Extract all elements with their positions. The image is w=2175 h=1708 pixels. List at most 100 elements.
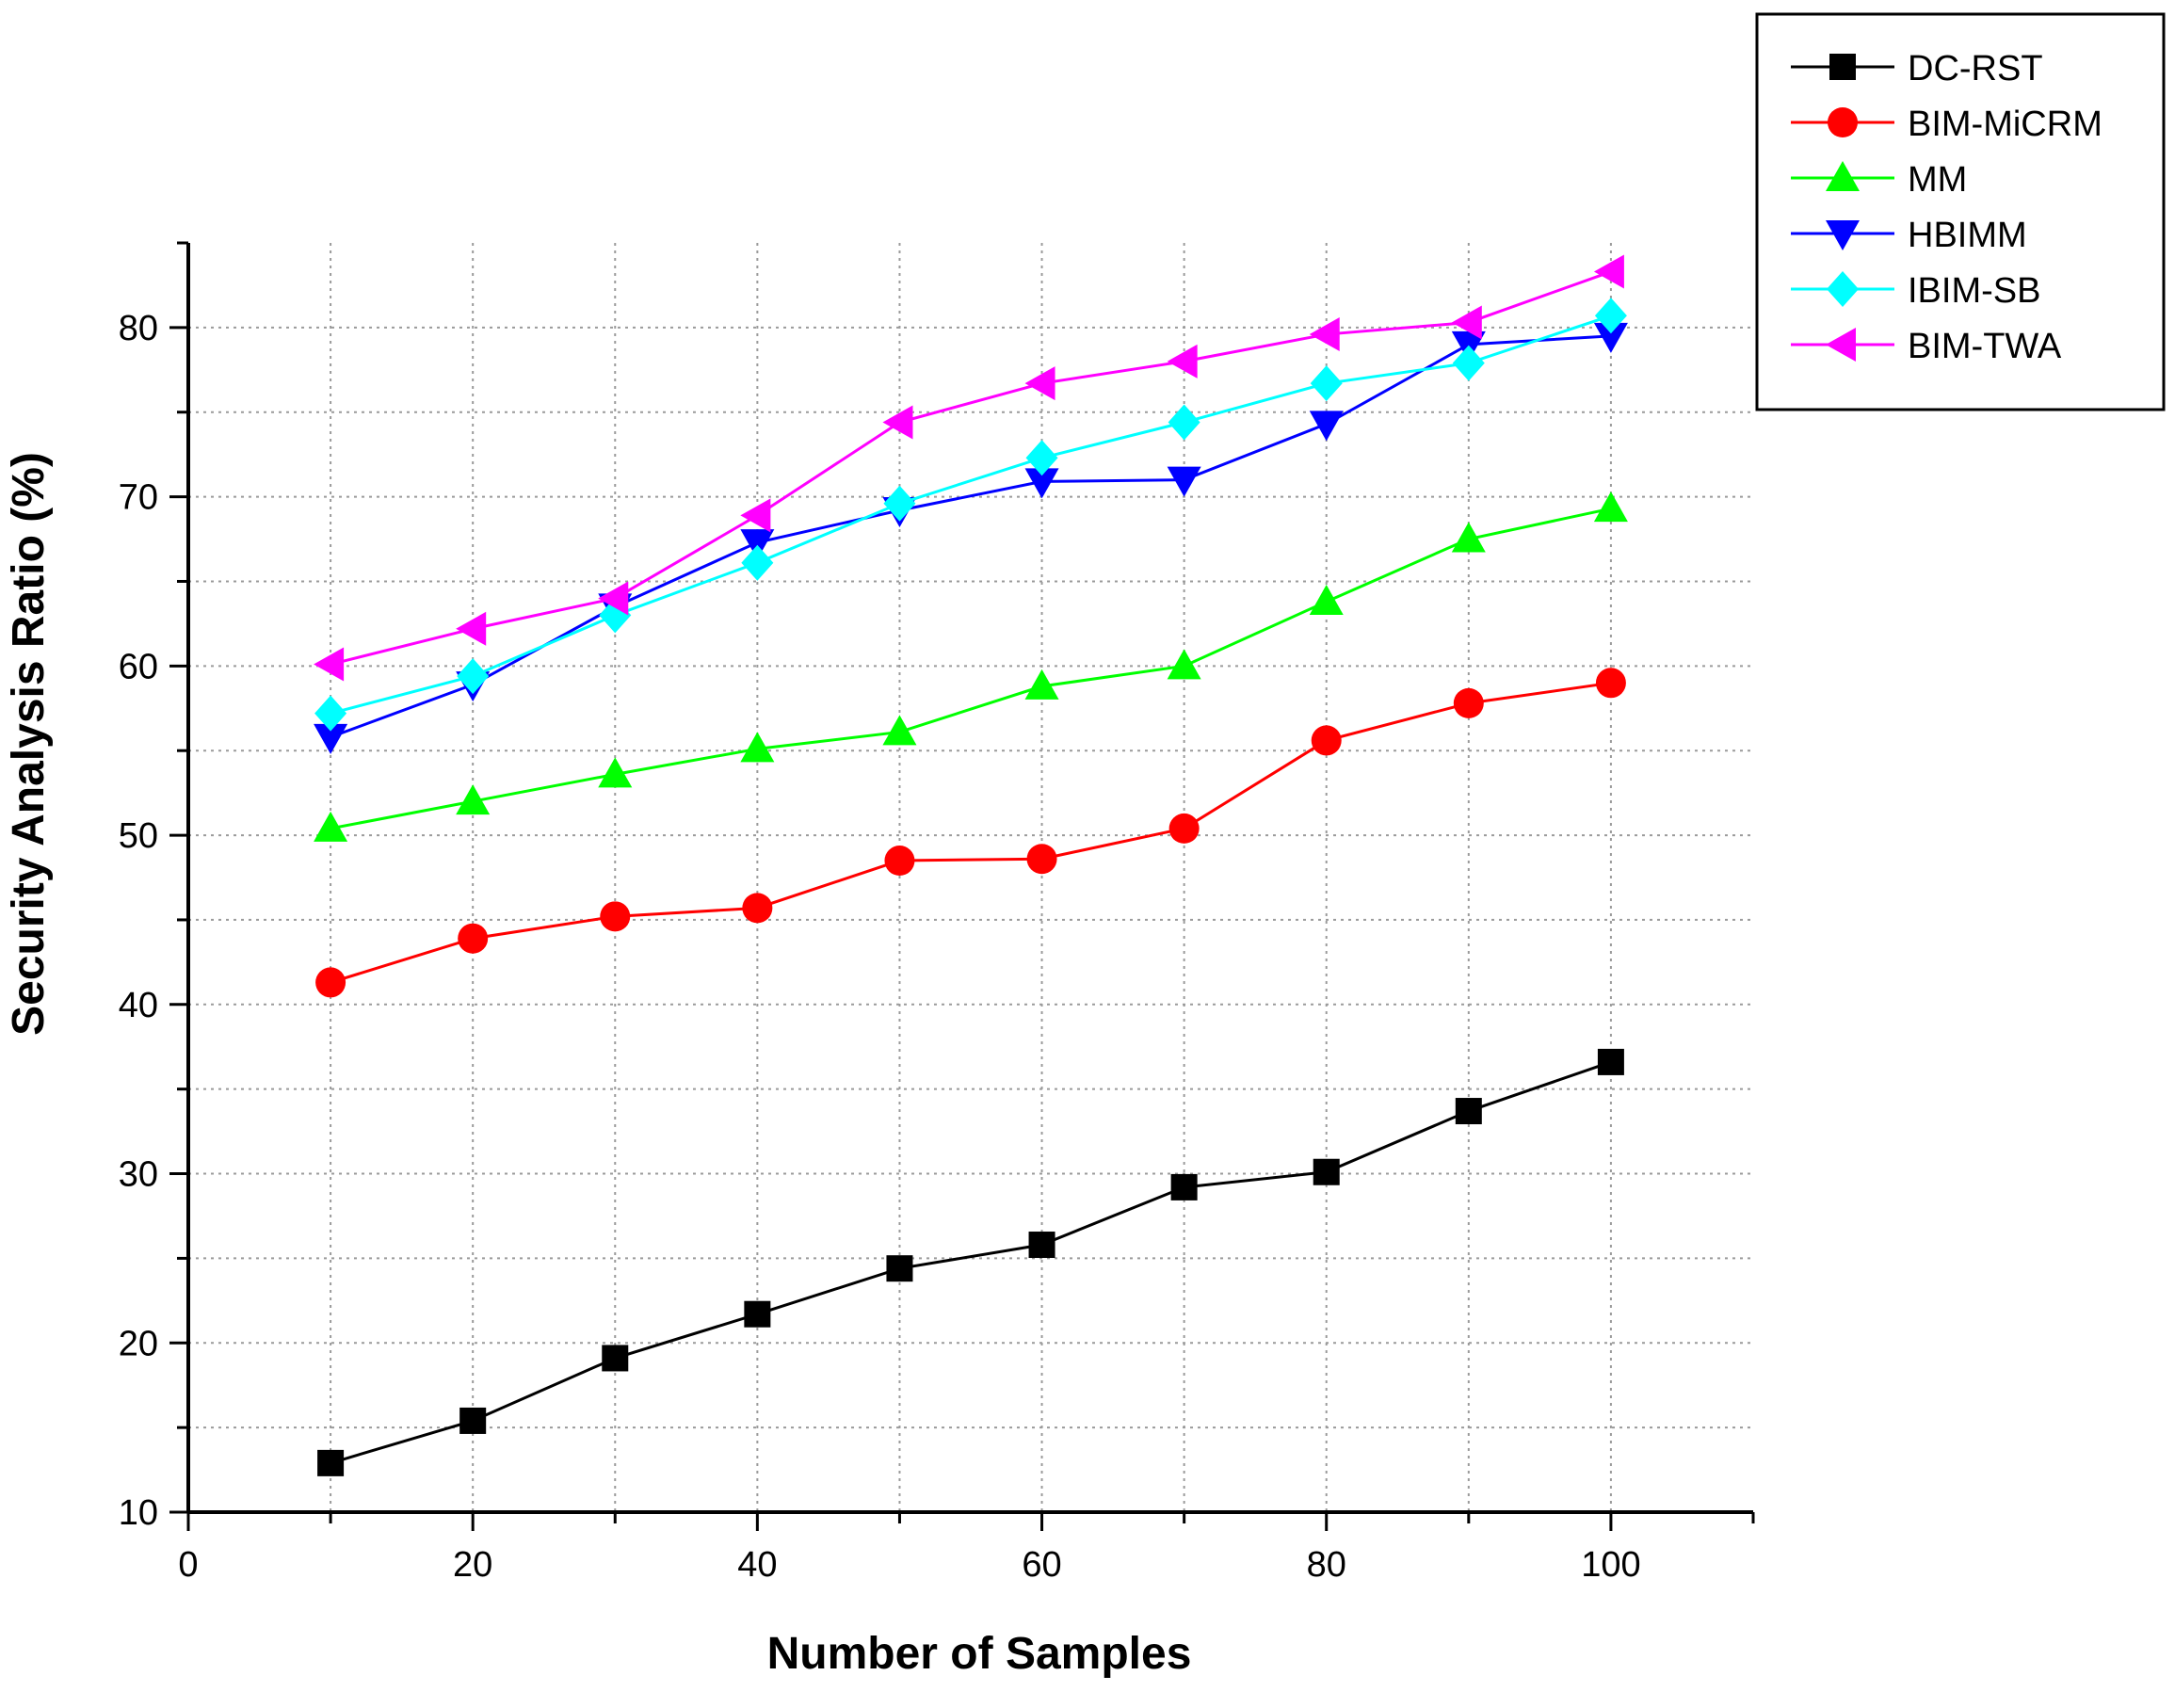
data-point-ibim-sb (1452, 345, 1485, 381)
data-point-bim-twa (1451, 305, 1482, 340)
data-point-ibim-sb (1168, 404, 1200, 441)
data-point-bim-micrm (600, 901, 631, 932)
series-line-ibim-sb (330, 314, 1612, 716)
y-tick-label: 30 (119, 1155, 158, 1195)
y-tick-label: 80 (119, 309, 158, 348)
data-point-mm (882, 715, 917, 746)
data-point-mm (1024, 669, 1059, 700)
data-point-bim-twa (314, 647, 345, 682)
data-point-ibim-sb (883, 485, 916, 522)
series-line-mm (330, 507, 1612, 830)
legend-entry-dc-rst: DC-RST (1791, 49, 2043, 89)
series-hbimm (314, 322, 1628, 754)
data-point-ibim-sb (314, 695, 347, 732)
series-dc-rst (317, 1048, 1624, 1476)
y-tick-label: 20 (119, 1324, 158, 1363)
x-ticks: 0 20 40 60 80 100 (178, 1512, 1755, 1585)
data-point-mm (598, 757, 633, 788)
y-tick-label: 60 (119, 647, 158, 686)
data-point-bim-twa (456, 611, 487, 646)
series-mm (314, 491, 1628, 842)
data-point-bim-twa (598, 581, 629, 616)
legend-marker (1828, 107, 1858, 137)
data-point-dc-rst (1028, 1232, 1055, 1259)
data-point-mm (1167, 649, 1201, 680)
legend-label: BIM-TWA (1908, 327, 2062, 366)
data-point-hbimm (314, 723, 348, 754)
data-point-dc-rst (602, 1345, 629, 1372)
data-point-dc-rst (1170, 1173, 1198, 1200)
data-point-bim-micrm (1595, 668, 1626, 699)
data-point-mm (456, 784, 491, 815)
data-point-bim-micrm (1026, 844, 1057, 875)
data-point-dc-rst (1313, 1158, 1340, 1185)
data-point-dc-rst (317, 1449, 345, 1476)
grid (188, 243, 1753, 1512)
data-point-hbimm (1309, 411, 1344, 442)
legend-entry-bim-twa: BIM-TWA (1791, 327, 2062, 366)
legend-marker (1826, 220, 1860, 250)
legend-marker (1827, 271, 1859, 307)
legend-label: BIM-MiCRM (1908, 105, 2102, 144)
x-tick-label: 0 (178, 1545, 198, 1585)
data-point-bim-micrm (315, 967, 346, 998)
series-line-bim-micrm (330, 681, 1612, 984)
data-point-dc-rst (459, 1407, 487, 1434)
data-point-bim-twa (1167, 344, 1198, 379)
x-tick-label: 80 (1307, 1545, 1346, 1585)
x-tick-label: 100 (1581, 1545, 1640, 1585)
data-point-hbimm (1024, 468, 1059, 499)
data-point-mm (1309, 585, 1344, 616)
data-point-bim-micrm (1168, 813, 1200, 844)
legend-label: HBIMM (1908, 216, 2027, 255)
legend-entry-hbimm: HBIMM (1791, 216, 2027, 255)
y-axis-title: Security Analysis Ratio (%) (4, 452, 54, 1036)
data-point-bim-twa (740, 498, 771, 533)
data-point-bim-micrm (1311, 725, 1342, 756)
y-tick-label: 50 (119, 816, 158, 856)
data-point-bim-twa (1593, 254, 1624, 289)
data-point-dc-rst (1455, 1098, 1482, 1125)
data-point-dc-rst (744, 1300, 771, 1328)
data-point-dc-rst (1597, 1048, 1624, 1075)
data-point-ibim-sb (1594, 298, 1627, 334)
x-tick-label: 60 (1022, 1545, 1061, 1585)
data-point-mm (314, 811, 348, 842)
data-point-ibim-sb (741, 544, 774, 581)
y-tick-label: 40 (119, 986, 158, 1025)
legend-entry-ibim-sb: IBIM-SB (1791, 271, 2040, 311)
data-point-bim-twa (1024, 366, 1055, 401)
series-line-hbimm (330, 334, 1611, 739)
data-point-bim-micrm (458, 923, 489, 954)
series-bim-twa (314, 254, 1624, 682)
data-point-hbimm (740, 529, 775, 560)
series-bim-micrm (315, 668, 1626, 998)
x-tick-label: 40 (737, 1545, 777, 1585)
data-point-hbimm (1593, 322, 1628, 353)
data-point-bim-micrm (742, 893, 773, 924)
axes (186, 243, 1753, 1514)
data-point-mm (740, 732, 775, 763)
data-point-bim-twa (882, 405, 913, 440)
data-point-ibim-sb (457, 658, 490, 695)
legend-label: IBIM-SB (1908, 271, 2040, 311)
y-tick-label: 70 (119, 478, 158, 518)
data-point-hbimm (1167, 466, 1201, 497)
series-line-dc-rst (330, 1060, 1612, 1465)
data-point-mm (1593, 491, 1628, 523)
x-axis-title: Number of Samples (767, 1629, 1192, 1679)
data-point-dc-rst (886, 1255, 913, 1282)
data-point-bim-micrm (884, 846, 915, 877)
series-line-bim-twa (330, 270, 1612, 666)
legend-marker (1826, 328, 1856, 362)
legend-label: DC-RST (1908, 49, 2043, 89)
legend-marker (1829, 54, 1856, 80)
legend: DC-RST BIM-MiCRM MM HBIMM IBIM-SB BIM-TWA (1755, 12, 2166, 411)
data-point-ibim-sb (1310, 365, 1343, 402)
legend-label: MM (1908, 160, 1967, 200)
legend-marker (1826, 161, 1860, 191)
series-ibim-sb (314, 298, 1627, 732)
data-point-mm (1451, 522, 1486, 553)
x-tick-label: 20 (453, 1545, 492, 1585)
